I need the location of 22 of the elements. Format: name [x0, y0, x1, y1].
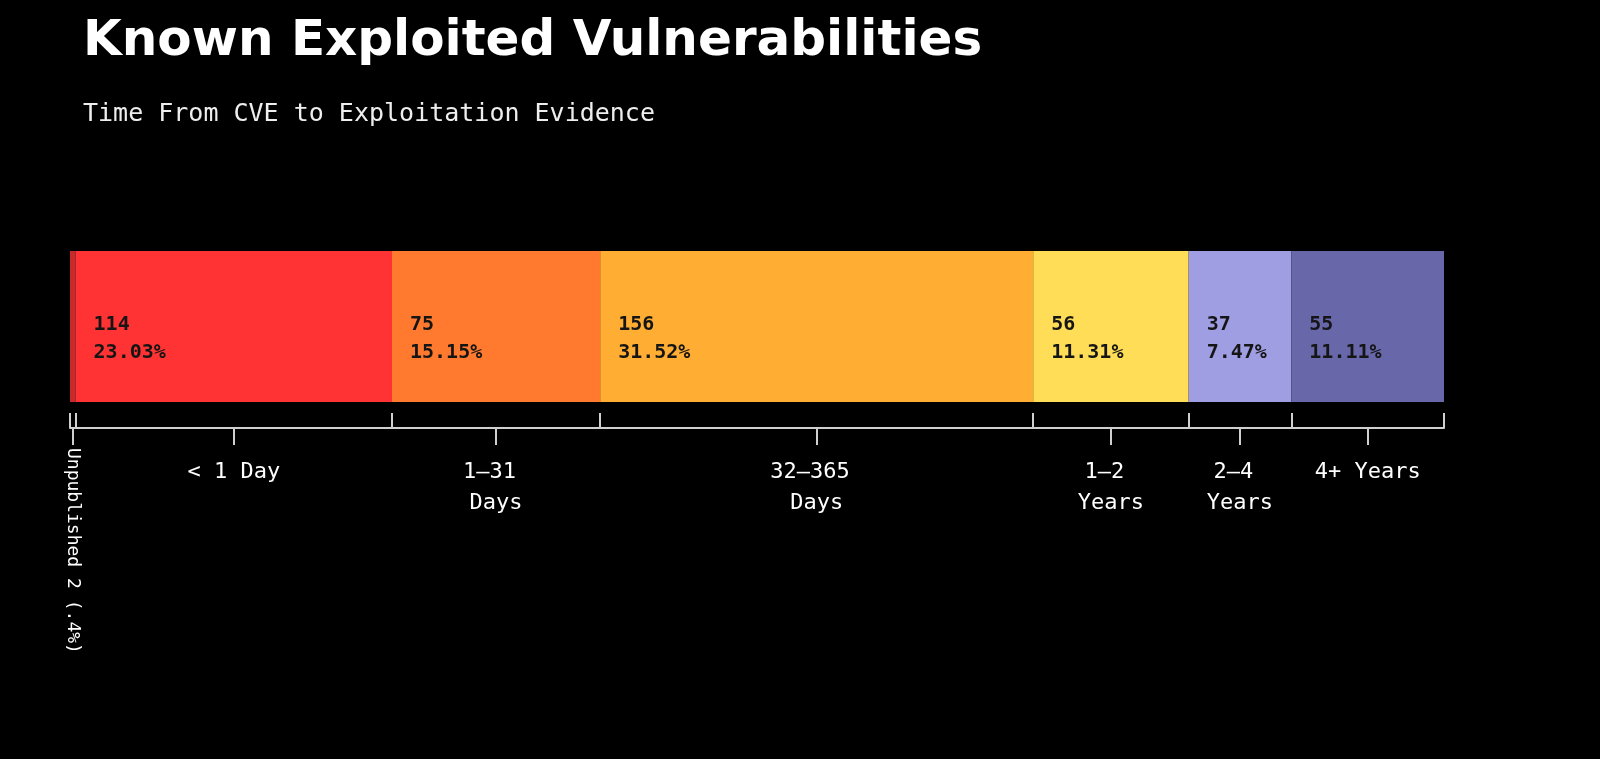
text: 32–365 Days	[770, 458, 864, 514]
bar	[70, 251, 76, 402]
text: 4+ Years	[1314, 458, 1421, 483]
data-label: 55 11.11%	[1309, 310, 1382, 363]
bar	[1188, 251, 1292, 402]
text: 2–4 Years	[1206, 458, 1274, 514]
chart-title: Known Exploited Vulnerabilities	[83, 9, 983, 67]
data-label: 156 31.52%	[618, 310, 691, 363]
bar	[75, 251, 392, 402]
data-label: 75 15.15%	[409, 310, 483, 363]
text: 1–2 Years	[1077, 458, 1145, 514]
bar	[1291, 251, 1444, 402]
chart-subtitle: Time From CVE to Exploitation Evidence	[83, 98, 655, 127]
data-label: 56 11.31%	[1051, 310, 1124, 363]
text: Unpublished 2 (.4%)	[64, 448, 86, 654]
data-label: 37 7.47%	[1206, 310, 1267, 363]
bar	[1033, 251, 1189, 402]
bar	[600, 251, 1034, 402]
text: 1–31 Days	[462, 458, 530, 514]
text: < 1 Day	[187, 458, 281, 483]
data-label: 114 23.03%	[93, 310, 166, 363]
bar	[391, 251, 601, 402]
